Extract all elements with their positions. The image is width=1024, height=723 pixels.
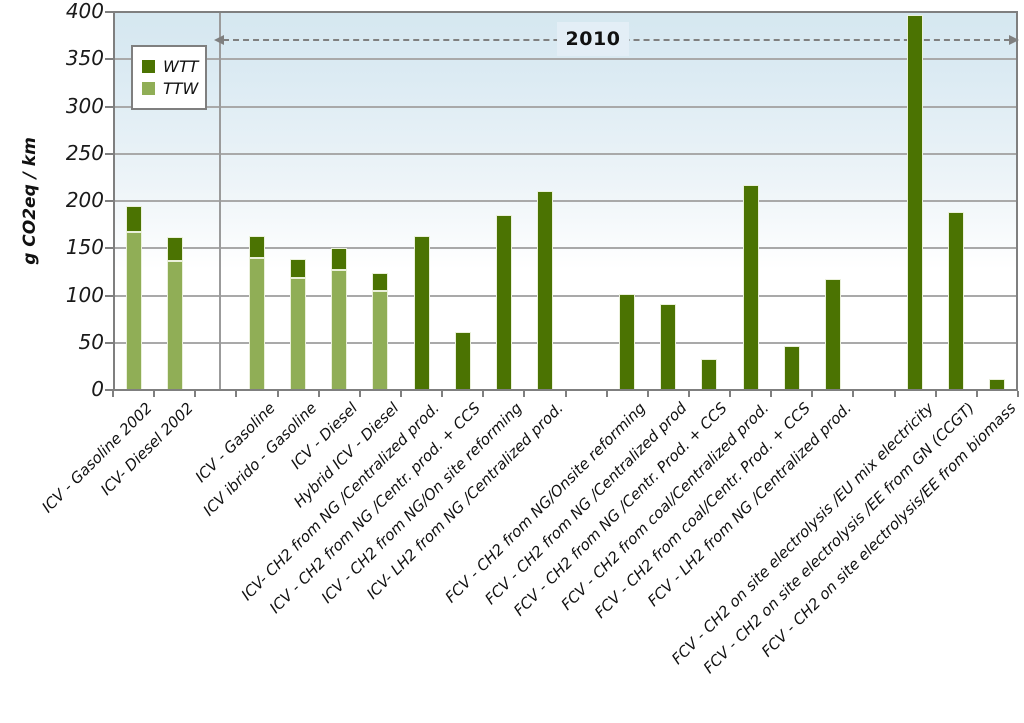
arrow-left-head	[214, 35, 224, 45]
bar-8-wtt-segment	[495, 215, 512, 390]
x-tick-mark	[235, 391, 238, 397]
x-tick-mark	[852, 391, 855, 397]
bar-17-wtt-segment	[948, 212, 965, 390]
y-tick-mark	[105, 247, 113, 250]
x-tick-mark	[893, 391, 896, 397]
bar-4-ttw-segment	[331, 270, 348, 390]
x-tick-mark	[1017, 391, 1019, 397]
y-axis-tick-label: 0	[91, 377, 104, 401]
year-annotation: 2010	[557, 22, 629, 56]
bar-3-ttw-segment	[290, 278, 307, 390]
bar-7-wtt-segment	[454, 332, 471, 390]
x-tick-mark	[646, 391, 649, 397]
bar-11-wtt-segment	[660, 304, 677, 390]
x-tick-mark	[112, 391, 114, 397]
y-axis-tick-label: 250	[65, 140, 104, 165]
x-tick-mark	[934, 391, 937, 397]
bar-16-wtt-segment	[907, 15, 924, 390]
bar-14-wtt-segment	[783, 346, 800, 390]
legend-entry-ttw: TTW	[142, 79, 199, 98]
legend-label: TTW	[163, 79, 199, 98]
bar-15-wtt-segment	[824, 279, 841, 390]
y-axis-line	[113, 11, 115, 391]
y-tick-mark	[105, 152, 113, 155]
arrow-right-head	[1009, 35, 1019, 45]
gridline-200	[113, 200, 1018, 202]
bar-4-wtt-segment	[331, 248, 348, 270]
bar-5-ttw-segment	[372, 291, 389, 390]
x-tick-mark	[194, 391, 197, 397]
bar-10-wtt-segment	[619, 294, 636, 390]
x-tick-mark	[729, 391, 732, 397]
x-tick-mark	[399, 391, 402, 397]
bar-0-wtt-segment	[125, 206, 142, 232]
bar-5-wtt-segment	[372, 273, 389, 291]
y-axis-tick-label: 100	[65, 282, 104, 307]
x-tick-mark	[441, 391, 444, 397]
gridline-350	[113, 58, 1018, 61]
y-axis-tick-label: 150	[65, 235, 104, 260]
x-tick-mark	[153, 391, 156, 397]
gridline-250	[113, 152, 1018, 155]
scenario-divider-line	[218, 11, 221, 391]
plot-border-right	[1016, 11, 1018, 391]
x-tick-mark	[605, 391, 608, 397]
y-tick-mark	[105, 200, 113, 202]
bar-9-wtt-segment	[536, 191, 553, 390]
legend-label: WTT	[163, 57, 199, 76]
plot-border-top	[113, 11, 1018, 13]
y-axis-tick-label: 50	[78, 329, 104, 354]
bar-13-wtt-segment	[742, 185, 759, 390]
gridline-100	[113, 294, 1018, 297]
plot-area: 2010	[113, 11, 1019, 391]
bar-0-ttw-segment	[125, 232, 142, 390]
x-tick-mark	[482, 391, 485, 397]
bar-1-ttw-segment	[166, 261, 183, 390]
bar-1-wtt-segment	[166, 237, 183, 261]
x-axis-line	[113, 389, 1018, 391]
y-tick-mark	[105, 58, 113, 61]
y-axis-tick-label: 200	[65, 188, 104, 212]
gridline-300	[113, 105, 1018, 108]
gridline-50	[113, 341, 1018, 344]
x-tick-mark	[276, 391, 279, 397]
y-tick-mark	[105, 389, 113, 391]
x-tick-mark	[523, 391, 526, 397]
y-axis-tick-label: 300	[65, 93, 104, 118]
y-axis-tick-label: 400	[65, 0, 104, 23]
bar-6-wtt-segment	[413, 236, 430, 390]
y-tick-mark	[105, 105, 113, 108]
x-tick-mark	[975, 391, 978, 397]
y-tick-mark	[105, 11, 113, 13]
y-tick-mark	[105, 294, 113, 297]
x-tick-mark	[770, 391, 773, 397]
bar-12-wtt-segment	[701, 359, 718, 390]
legend-swatch-wtt	[142, 60, 155, 73]
y-tick-mark	[105, 341, 113, 344]
x-tick-mark	[358, 391, 361, 397]
x-tick-mark	[687, 391, 690, 397]
x-tick-mark	[564, 391, 567, 397]
bar-2-wtt-segment	[248, 236, 265, 258]
gridline-150	[113, 247, 1018, 250]
legend-swatch-ttw	[142, 82, 155, 95]
legend: WTT TTW	[131, 45, 207, 110]
bar-2-ttw-segment	[248, 258, 265, 390]
y-axis-tick-label: 350	[65, 46, 104, 71]
x-tick-mark	[811, 391, 814, 397]
x-tick-mark	[317, 391, 320, 397]
legend-entry-wtt: WTT	[142, 57, 199, 76]
bar-3-wtt-segment	[290, 259, 307, 278]
